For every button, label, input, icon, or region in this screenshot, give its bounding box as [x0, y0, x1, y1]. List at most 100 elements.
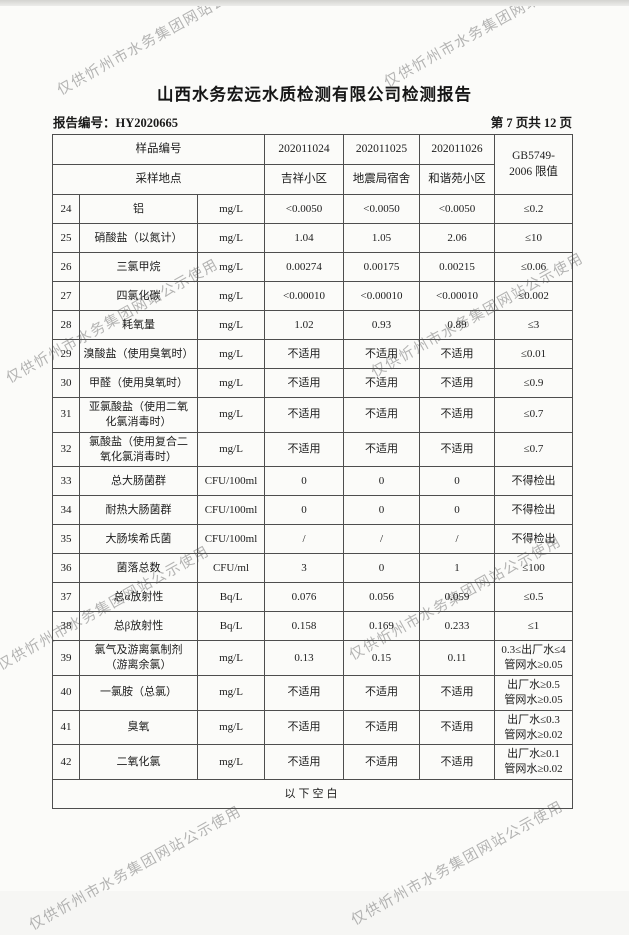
row-number-cell: 40 [52, 675, 80, 711]
row-number-cell: 38 [52, 611, 80, 642]
result-value-cell: 不适用 [264, 675, 344, 711]
parameter-name-cell: 亚氯酸盐（使用二氧 化氯消毒时） [79, 397, 198, 433]
unit-cell: CFU/ml [197, 553, 265, 584]
limit-value-cell: 不得检出 [494, 466, 573, 497]
limit-standard-header: GB5749- 2006 限值 [494, 134, 573, 195]
result-value-cell: 0.056 [343, 582, 420, 613]
table-row: 28 耗氧量 mg/L 1.02 0.93 0.89 ≤3 [52, 310, 573, 340]
sampling-location: 吉祥小区 [264, 164, 344, 195]
row-number-cell: 39 [52, 640, 80, 677]
row-number-cell: 26 [52, 252, 80, 282]
parameter-name-cell: 大肠埃希氏菌 [79, 524, 198, 555]
sample-id: 202011024 [264, 134, 344, 165]
unit-cell: CFU/100ml [197, 466, 265, 497]
table-row: 27 四氯化碳 mg/L <0.00010 <0.00010 <0.00010 ≤0.002 [52, 281, 573, 311]
table-row: 30 甲醛（使用臭氧时） mg/L 不适用 不适用 不适用 ≤0.9 [52, 368, 573, 398]
result-value-cell: 0.076 [264, 582, 344, 613]
unit-cell: mg/L [197, 431, 265, 468]
result-value-cell: 0 [419, 466, 495, 497]
result-value-cell: 2.06 [419, 223, 495, 253]
result-value-cell: 3 [264, 553, 344, 584]
row-number-cell: 30 [52, 368, 80, 398]
result-value-cell: <0.0050 [419, 194, 495, 224]
row-number-cell: 36 [52, 553, 80, 584]
location-label: 采样地点 [52, 164, 265, 195]
table-row: 25 硝酸盐（以氮计） mg/L 1.04 1.05 2.06 ≤10 [52, 223, 573, 253]
result-value-cell: 0 [343, 553, 420, 584]
row-number-cell: 35 [52, 524, 80, 555]
table-row: 42 二氧化氯 mg/L 不适用 不适用 不适用 出厂水≥0.1 管网水≥0.02 [52, 744, 573, 781]
limit-value-cell: 出厂水≥0.5 管网水≥0.05 [494, 675, 573, 711]
parameter-name-cell: 菌落总数 [79, 553, 198, 584]
result-value-cell: 不适用 [264, 397, 344, 433]
parameter-name-cell: 总β放射性 [79, 611, 198, 642]
table-row: 24 铝 mg/L <0.0050 <0.0050 <0.0050 ≤0.2 [52, 194, 573, 224]
result-value-cell: 不适用 [264, 431, 344, 468]
result-value-cell: 不适用 [419, 339, 495, 369]
parameter-name-cell: 氯酸盐（使用复合二 氧化氯消毒时） [79, 431, 198, 468]
result-value-cell: 1.02 [264, 310, 344, 340]
result-value-cell: 不适用 [343, 709, 420, 746]
parameter-name-cell: 耐热大肠菌群 [79, 495, 198, 526]
result-value-cell: 不适用 [343, 675, 420, 711]
sample-id-label: 样品编号 [52, 134, 265, 165]
report-title: 山西水务宏远水质检测有限公司检测报告 [157, 86, 472, 104]
scan-edge [0, 0, 629, 6]
table-row: 26 三氯甲烷 mg/L 0.00274 0.00175 0.00215 ≤0.06 [52, 252, 573, 282]
parameter-name-cell: 耗氧量 [79, 310, 198, 340]
result-value-cell: <0.00010 [264, 281, 344, 311]
result-value-cell: 0.00215 [419, 252, 495, 282]
limit-value-cell: ≤0.01 [494, 339, 573, 369]
watermark-text: 仅供忻州市水务集团网站公示使用 [348, 798, 567, 929]
sample-id: 202011025 [343, 134, 420, 165]
result-value-cell: 0.059 [419, 582, 495, 613]
unit-cell: CFU/100ml [197, 524, 265, 555]
result-value-cell: 不适用 [419, 397, 495, 433]
result-value-cell: 1 [419, 553, 495, 584]
parameter-name-cell: 三氯甲烷 [79, 252, 198, 282]
page-indicator: 第 7 页共 12 页 [490, 116, 572, 130]
row-number-cell: 29 [52, 339, 80, 369]
parameter-name-cell: 氯气及游离氯制剂 （游离余氯） [79, 640, 198, 677]
limit-value-cell: ≤100 [494, 553, 573, 584]
unit-cell: mg/L [197, 252, 265, 282]
unit-cell: mg/L [197, 709, 265, 746]
result-value-cell: / [264, 524, 344, 555]
result-value-cell: 0.15 [343, 640, 420, 677]
result-value-cell: 不适用 [343, 744, 420, 781]
blank-below-note: 以下空白 [52, 779, 573, 810]
row-number-cell: 33 [52, 466, 80, 497]
table-row: 41 臭氧 mg/L 不适用 不适用 不适用 出厂水≤0.3 管网水≥0.02 [52, 709, 573, 746]
result-value-cell: 0 [419, 495, 495, 526]
row-number-cell: 42 [52, 744, 80, 781]
row-number-cell: 32 [52, 431, 80, 468]
limit-value-cell: 出厂水≤0.3 管网水≥0.02 [494, 709, 573, 746]
result-value-cell: 1.05 [343, 223, 420, 253]
results-table: 样品编号 202011024 202011025 202011026 GB574… [52, 134, 573, 810]
table-row: 29 溴酸盐（使用臭氧时） mg/L 不适用 不适用 不适用 ≤0.01 [52, 339, 573, 369]
result-value-cell: / [419, 524, 495, 555]
limit-value-cell: ≤0.7 [494, 397, 573, 433]
limit-value-cell: 不得检出 [494, 524, 573, 555]
parameter-name-cell: 总α放射性 [79, 582, 198, 613]
limit-value-cell: ≤0.2 [494, 194, 573, 224]
result-value-cell: 不适用 [419, 431, 495, 468]
table-row: 38 总β放射性 Bq/L 0.158 0.169 0.233 ≤1 [52, 611, 573, 642]
row-number-cell: 31 [52, 397, 80, 433]
limit-value-cell: ≤1 [494, 611, 573, 642]
report-number: 报告编号：HY2020665 [53, 116, 179, 130]
result-value-cell: 不适用 [343, 431, 420, 468]
table-row: 34 耐热大肠菌群 CFU/100ml 0 0 0 不得检出 [52, 495, 573, 526]
result-value-cell: 0.169 [343, 611, 420, 642]
unit-cell: Bq/L [197, 582, 265, 613]
result-value-cell: <0.00010 [343, 281, 420, 311]
result-value-cell: 0 [264, 466, 344, 497]
result-value-cell: 0 [264, 495, 344, 526]
unit-cell: mg/L [197, 339, 265, 369]
result-value-cell: 不适用 [343, 397, 420, 433]
unit-cell: mg/L [197, 281, 265, 311]
result-value-cell: 不适用 [264, 339, 344, 369]
unit-cell: mg/L [197, 310, 265, 340]
result-value-cell: 不适用 [419, 744, 495, 781]
